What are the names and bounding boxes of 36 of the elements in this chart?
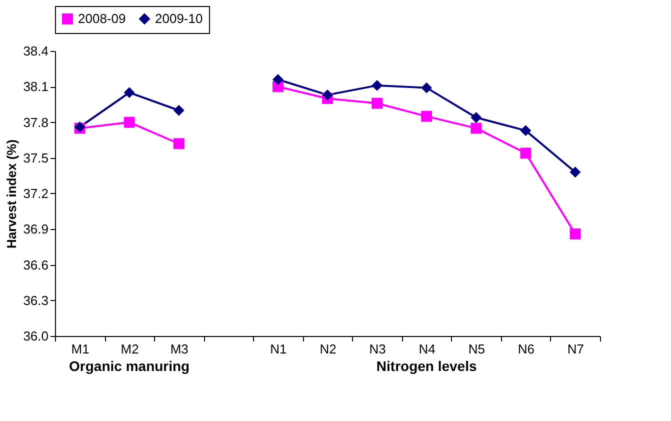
x-tick-label: N2 — [320, 342, 336, 356]
point — [470, 112, 482, 123]
point — [570, 166, 581, 178]
point — [421, 110, 432, 122]
y-axis-title: Harvest index (%) — [4, 139, 20, 249]
y-tick-label: 36.6 — [23, 257, 48, 272]
legend-label: 2009-10 — [155, 10, 203, 26]
x-tick-label: N6 — [518, 342, 534, 356]
y-tick-label: 37.8 — [23, 114, 48, 130]
point — [520, 125, 532, 136]
legend-label: 2008-09 — [78, 10, 126, 26]
x-tick-label: N4 — [418, 342, 436, 356]
point — [272, 74, 284, 85]
text: Nitrogen levels — [376, 358, 477, 374]
y-tick-label: 36.3 — [23, 292, 48, 308]
y-tick-label: 36.0 — [23, 328, 48, 344]
x-tick-label: N1 — [270, 342, 287, 356]
point — [570, 228, 581, 240]
x-tick-label: N7 — [567, 342, 584, 356]
point — [421, 82, 432, 94]
x-tick-label: M1 — [71, 342, 90, 356]
text: Organic manuring — [69, 358, 190, 374]
y-tick-label: 36.9 — [23, 222, 48, 237]
y-tick-label: 37.2 — [23, 186, 48, 201]
point — [372, 80, 383, 91]
x-tick-label: M2 — [120, 342, 139, 356]
point — [372, 98, 383, 109]
x-tick-label: M3 — [170, 342, 188, 356]
x-tick-label: N5 — [468, 342, 485, 356]
point — [520, 148, 532, 159]
y-tick-label: 38.4 — [23, 44, 48, 58]
x-tick-label: N3 — [369, 342, 386, 356]
y-tick-label: 37.5 — [23, 150, 48, 166]
y-tick-label: 38.1 — [23, 79, 48, 94]
point — [470, 122, 482, 134]
point — [322, 89, 333, 100]
